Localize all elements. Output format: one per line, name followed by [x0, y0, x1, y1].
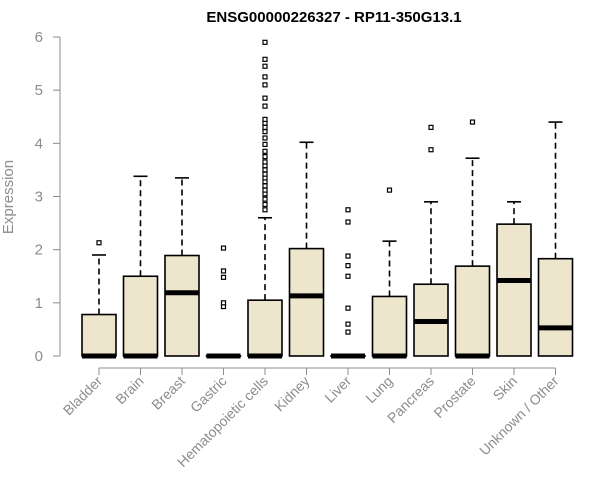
- x-tick-label: Unknown / Other: [476, 373, 562, 459]
- outlier-point: [262, 135, 268, 141]
- box: [371, 295, 408, 357]
- box-group: [537, 121, 574, 357]
- x-tick-label: Liver: [321, 373, 354, 406]
- box-group: [164, 177, 200, 357]
- box: [81, 313, 117, 357]
- x-tick-label: Skin: [490, 373, 521, 404]
- y-tick-label: 1: [35, 295, 43, 312]
- box: [537, 257, 574, 357]
- outlier-point: [345, 273, 351, 279]
- outlier-point: [262, 74, 268, 80]
- box-group: [122, 175, 159, 359]
- outlier-point: [262, 196, 268, 202]
- outlier-point: [345, 207, 351, 213]
- y-axis: 0 1 2 3 4 5 6: [35, 29, 61, 365]
- outlier-point: [262, 159, 268, 165]
- outlier-point: [345, 219, 351, 225]
- outlier-point: [428, 147, 434, 153]
- outlier-point: [345, 305, 351, 311]
- outlier-point: [262, 95, 268, 101]
- outlier-point: [262, 171, 268, 177]
- box: [247, 299, 283, 357]
- chart-title: ENSG00000226327 - RP11-350G13.1: [206, 9, 461, 26]
- outlier-point: [262, 207, 268, 213]
- box: [496, 223, 532, 357]
- outlier-point: [428, 124, 434, 130]
- outlier-point: [262, 116, 268, 123]
- outlier-point: [345, 329, 351, 335]
- box: [454, 265, 491, 357]
- outlier-point: [262, 148, 268, 154]
- boxes-layer: [81, 39, 574, 359]
- outlier-point: [262, 103, 268, 109]
- y-tick-label: 0: [35, 348, 43, 365]
- x-tick-label: Breast: [148, 373, 188, 413]
- outlier-point: [262, 63, 268, 69]
- y-tick-label: 5: [35, 82, 43, 99]
- outlier-point: [96, 240, 102, 246]
- box-group: [288, 141, 325, 357]
- x-tick-label: Bladder: [60, 373, 106, 419]
- y-tick-label: 3: [35, 189, 43, 206]
- y-tick-label: 2: [35, 242, 43, 259]
- box-group: [205, 245, 242, 359]
- outlier-point: [262, 154, 268, 160]
- outlier-point: [262, 187, 268, 193]
- outlier-point: [220, 274, 227, 280]
- outlier-point: [262, 167, 268, 173]
- box-group: [81, 240, 117, 359]
- outlier-point: [220, 245, 227, 251]
- outlier-point: [262, 124, 268, 130]
- outlier-point: [220, 268, 227, 274]
- box: [164, 254, 200, 357]
- outlier-point: [345, 321, 351, 327]
- outlier-point: [262, 183, 268, 189]
- outlier-point: [220, 300, 227, 306]
- outlier-point: [345, 253, 351, 259]
- x-tick-label: Prostate: [430, 373, 478, 421]
- box-group: [496, 201, 532, 357]
- outlier-point: [469, 119, 476, 125]
- outlier-point: [262, 129, 268, 135]
- y-tick-label: 6: [35, 29, 43, 46]
- y-tick-label: 4: [35, 135, 43, 152]
- x-tick-label: Brain: [112, 373, 146, 407]
- outlier-point: [386, 187, 393, 193]
- box-group: [371, 187, 408, 359]
- box: [122, 275, 159, 357]
- box-group: [247, 39, 283, 359]
- x-tick-label: Kidney: [271, 373, 313, 415]
- box-group: [454, 119, 491, 359]
- box-group: [330, 207, 366, 359]
- y-axis-label: Expression: [0, 160, 17, 234]
- outlier-point: [262, 39, 268, 45]
- outlier-point: [345, 263, 351, 269]
- outlier-point: [262, 56, 268, 62]
- box-group: [413, 124, 449, 357]
- x-tick-label: Lung: [362, 373, 395, 406]
- box: [288, 247, 325, 357]
- outlier-point: [262, 141, 268, 147]
- outlier-point: [262, 82, 268, 88]
- outlier-point: [262, 201, 268, 208]
